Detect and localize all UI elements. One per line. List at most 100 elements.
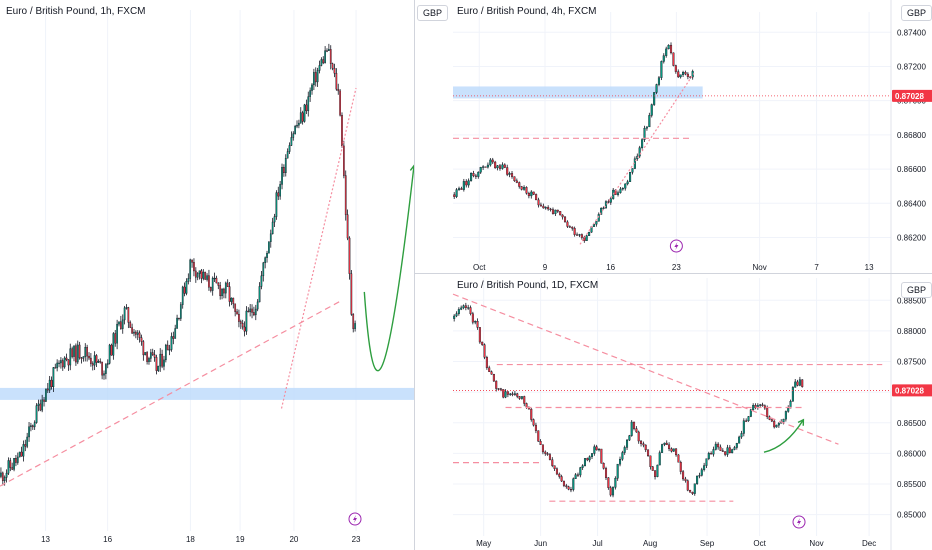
candle-up [7, 460, 10, 474]
candle-down [559, 211, 562, 216]
candle-down [146, 352, 148, 362]
candle-up [742, 420, 745, 434]
currency-button-4h-right[interactable]: GBP [901, 5, 932, 21]
candle-up [794, 381, 797, 388]
candle-down [495, 380, 498, 389]
candle-up [307, 96, 310, 112]
candle-up [489, 159, 492, 166]
candle-up [496, 165, 499, 169]
candle-down [331, 63, 334, 69]
chart-panel-1d[interactable]: May Jun Jul Aug Sep Oct Nov Dec 0.88500 0.88000 0.… [415, 274, 932, 550]
candle-up [56, 362, 59, 369]
chart-title-1h: Euro / British Pound, 1h, FXCM [6, 6, 146, 17]
currency-button-4h[interactable]: GBP [417, 5, 449, 21]
candle-down [604, 468, 608, 478]
candle-up [583, 458, 587, 466]
candle-up [58, 362, 60, 364]
trend-line [280, 87, 357, 409]
candle-down [556, 209, 559, 212]
candle-up [268, 241, 270, 254]
x-tick-label: Aug [643, 539, 657, 548]
candle-up [641, 139, 644, 148]
candle-up [648, 115, 651, 128]
vertical-divider[interactable] [414, 0, 415, 550]
candle-up [157, 365, 160, 371]
candle-down [241, 323, 244, 328]
candle-up [791, 387, 794, 402]
chart-panel-1h[interactable]: 13 16 18 19 20 23 Euro / British Pound, 1h, F… [0, 0, 414, 550]
candle-up [26, 436, 29, 447]
candle-up [159, 353, 162, 367]
candle-up [602, 207, 605, 209]
candle-up [672, 448, 675, 452]
candle-down [99, 361, 102, 363]
candle-up [123, 307, 126, 321]
candle-down [633, 421, 636, 429]
candle-down [511, 393, 514, 395]
y-tick-label: 0.86500 [897, 419, 926, 428]
candle-down [573, 228, 576, 235]
y-tick-label: 0.86200 [897, 233, 926, 242]
chart-svg-1d[interactable]: May Jun Jul Aug Sep Oct Nov Dec 0.88500 0.88000 0.… [415, 274, 932, 550]
candle-up [273, 216, 276, 223]
candle-down [219, 285, 222, 297]
candle-down [502, 389, 505, 398]
chart-svg-1h[interactable]: 13 16 18 19 20 23 [0, 0, 414, 550]
candle-down [226, 282, 229, 287]
candle-up [616, 192, 620, 195]
candle-down [277, 192, 280, 197]
candle-down [770, 419, 773, 422]
candle-up [258, 286, 261, 303]
candle-up [206, 275, 208, 280]
candle-down [155, 357, 158, 371]
candle-down [551, 459, 554, 466]
trend-line [0, 301, 340, 487]
candle-down [1, 472, 4, 482]
candle-down [80, 357, 83, 359]
candle-up [703, 465, 706, 470]
candle-down [239, 321, 242, 324]
candle-down [569, 489, 572, 491]
candle-down [140, 337, 143, 342]
y-tick-label: 0.85000 [897, 511, 926, 520]
candle-up [740, 433, 743, 438]
candle-up [105, 364, 107, 374]
candle-down [607, 477, 610, 488]
candle-down [217, 282, 220, 286]
candle-up [611, 487, 615, 496]
candle-down [183, 286, 186, 294]
candle-down [322, 59, 325, 64]
x-tick-label: 23 [352, 535, 361, 544]
candle-up [700, 469, 703, 476]
candle-down [243, 326, 246, 332]
candle-down [539, 440, 542, 445]
candle-down [600, 448, 603, 464]
x-tick-label: 16 [103, 535, 112, 544]
candle-up [271, 221, 274, 235]
candle-up [256, 301, 259, 310]
candle-up [784, 411, 787, 420]
candle-down [724, 451, 727, 455]
projection-curve [763, 419, 804, 453]
candle-up [103, 373, 105, 376]
candle-up [299, 112, 302, 124]
candle-down [483, 344, 486, 358]
candle-up [572, 478, 575, 490]
candle-down [684, 478, 687, 481]
chart-panel-4h[interactable]: Oct91623Nov7130.874000.872000.870000.868… [415, 0, 932, 273]
currency-button-1d[interactable]: GBP [901, 282, 932, 298]
horizontal-divider[interactable] [415, 273, 932, 274]
chart-title-4h: Euro / British Pound, 4h, FXCM [457, 6, 597, 17]
candle-up [328, 49, 330, 51]
candle-up [457, 188, 461, 190]
candle-down [494, 161, 497, 169]
candle-up [28, 426, 30, 438]
chart-svg-4h[interactable]: Oct91623Nov7130.874000.872000.870000.868… [415, 0, 932, 273]
candle-up [467, 180, 470, 186]
candle-up [294, 126, 296, 134]
candle-down [672, 52, 675, 66]
candle-up [612, 189, 615, 199]
candle-up [112, 333, 115, 356]
candle-up [482, 166, 485, 168]
candle-up [279, 184, 282, 197]
